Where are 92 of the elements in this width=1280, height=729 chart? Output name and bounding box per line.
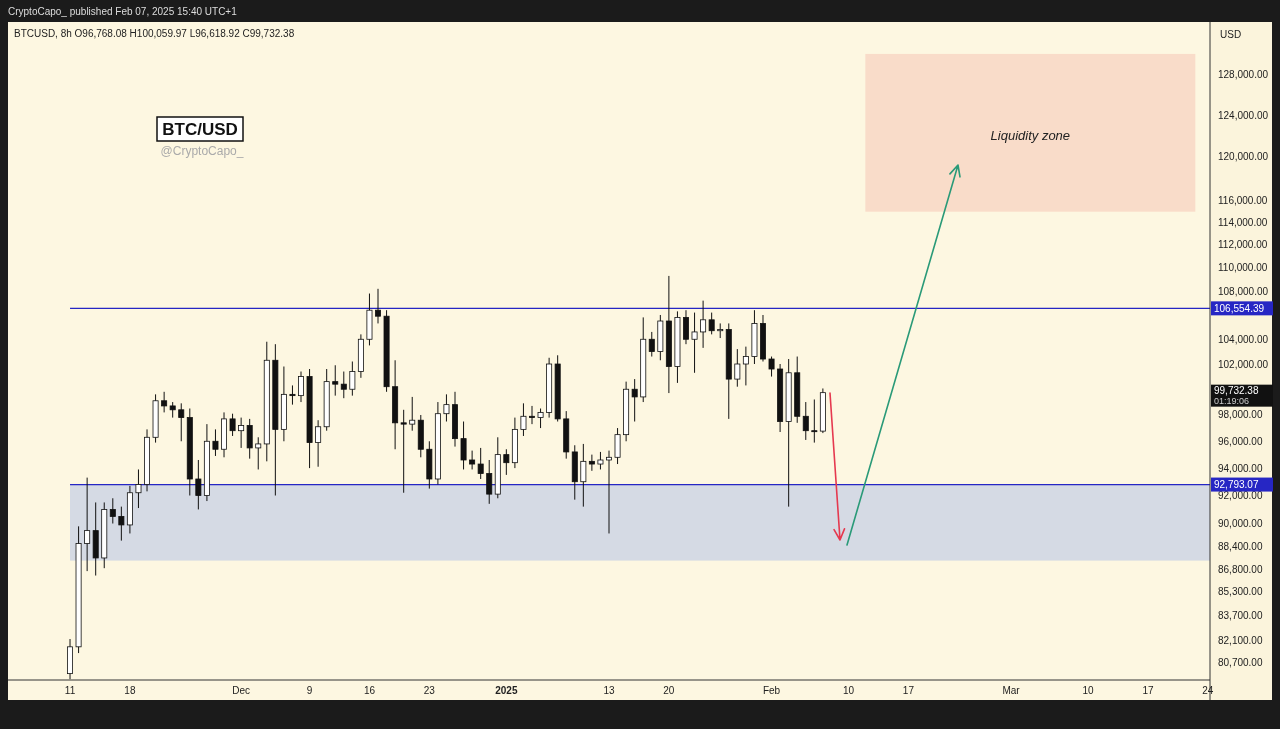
y-tick-label: 124,000.00 (1218, 109, 1269, 121)
y-tick-label: 114,000.00 (1218, 216, 1268, 228)
y-tick-label: 88,400.00 (1218, 540, 1263, 552)
y-tick-label: 85,300.00 (1218, 586, 1263, 598)
candlestick (691, 312, 698, 374)
y-tick-label: 112,000.00 (1218, 239, 1268, 251)
x-tick-label: Mar (1002, 685, 1021, 696)
candlestick (683, 309, 689, 345)
y-tick-label: 104,000.00 (1218, 333, 1269, 345)
y-tick-label: 94,000.00 (1218, 462, 1263, 474)
y-tick-label: 110,000.00 (1218, 262, 1268, 274)
candlestick (614, 427, 621, 465)
annotation: BTCUSD, 8h O96,768.08 H100,059.97 L96,618.92 C99,732.38 (14, 28, 295, 39)
y-tick-label: 82,100.00 (1218, 635, 1263, 647)
text: BTC/USD (162, 120, 238, 139)
candlestick (768, 356, 775, 378)
y-tick-label: 108,000.00 (1218, 285, 1269, 297)
candlestick (700, 300, 707, 349)
candlestick (298, 371, 304, 403)
candlestick (802, 401, 809, 441)
y-tick-label: 116,000.00 (1218, 194, 1268, 206)
y-axis-title: USD (1220, 29, 1242, 40)
x-tick-label: 24 (1202, 685, 1214, 696)
candlestick (503, 448, 510, 476)
candlestick (486, 459, 493, 505)
y-tick-label: 128,000.00 (1218, 69, 1269, 81)
candlestick (84, 477, 91, 572)
candlestick (460, 421, 467, 470)
y-tick-label: 98,000.00 (1218, 409, 1263, 421)
candlestick (537, 408, 544, 429)
candlestick (332, 364, 339, 397)
candlestick (178, 402, 185, 442)
candlestick (734, 348, 741, 388)
candlestick (529, 405, 535, 425)
x-tick-label: Feb (762, 685, 781, 696)
x-tick-label: 13 (603, 685, 615, 696)
candlestick (229, 413, 236, 437)
candlestick (469, 450, 476, 470)
text: @CryptoCapo_ (160, 144, 244, 158)
x-tick-label: 10 (842, 685, 855, 696)
x-tick-label: 17 (1142, 685, 1154, 696)
candlestick (315, 419, 322, 468)
candlestick (246, 418, 253, 460)
y-tick-label: 83,700.00 (1218, 610, 1263, 622)
x-tick-label: 9 (306, 685, 313, 696)
candlestick (161, 391, 168, 413)
x-tick-label: 2025 (495, 685, 518, 696)
candlestick (238, 417, 245, 449)
x-tick-label: Dec (232, 685, 251, 696)
candlestick (631, 378, 638, 423)
candlestick (742, 346, 749, 386)
y-tick-label: 86,800.00 (1218, 564, 1263, 576)
candlestick (349, 361, 356, 397)
x-tick-label: 16 (363, 685, 376, 696)
candlestick (648, 331, 655, 358)
candlestick (118, 506, 125, 542)
y-tick-label: 92,000.00 (1218, 490, 1263, 502)
text: 99,732.38 (1214, 385, 1259, 397)
ref-line-label: 92,793.07 (1214, 479, 1259, 491)
candlestick (409, 396, 416, 432)
x-tick-label: 18 (124, 685, 136, 696)
y-tick-label: 96,000.00 (1218, 435, 1263, 447)
candlestick (811, 398, 818, 444)
x-tick-label: 23 (423, 685, 436, 696)
candlestick (109, 497, 116, 525)
candlestick (520, 402, 527, 437)
candlestick (400, 409, 407, 494)
y-tick-label: 80,700.00 (1218, 657, 1263, 669)
x-tick-label: 11 (64, 685, 76, 696)
candlestick (606, 450, 612, 534)
candlestick (443, 393, 450, 423)
text: 01:19:06 (1214, 395, 1250, 406)
y-tick-label: 90,000.00 (1218, 518, 1263, 530)
candlestick (580, 443, 587, 508)
candlestick (588, 454, 595, 472)
candlestick (477, 447, 484, 480)
candlestick (255, 436, 262, 470)
y-tick-label: 120,000.00 (1218, 151, 1269, 163)
candlestick (375, 288, 381, 324)
candlestick (195, 459, 202, 510)
candlestick (135, 468, 142, 509)
x-tick-label: 10 (1082, 685, 1095, 696)
series-label: Liquidity zone (990, 127, 1071, 143)
x-tick-label: 17 (902, 685, 915, 696)
text: CryptoCapo_ published Feb 07, 2025 15:40 UTC+1 (8, 6, 238, 17)
candlestick (289, 384, 296, 406)
x-tick-label: 20 (663, 685, 675, 696)
ref-line-label: 106,554.39 (1214, 302, 1265, 314)
candlestick (708, 312, 715, 335)
candlestick (212, 428, 219, 457)
candlestick (340, 371, 347, 399)
y-tick-label: 102,000.00 (1218, 358, 1269, 370)
